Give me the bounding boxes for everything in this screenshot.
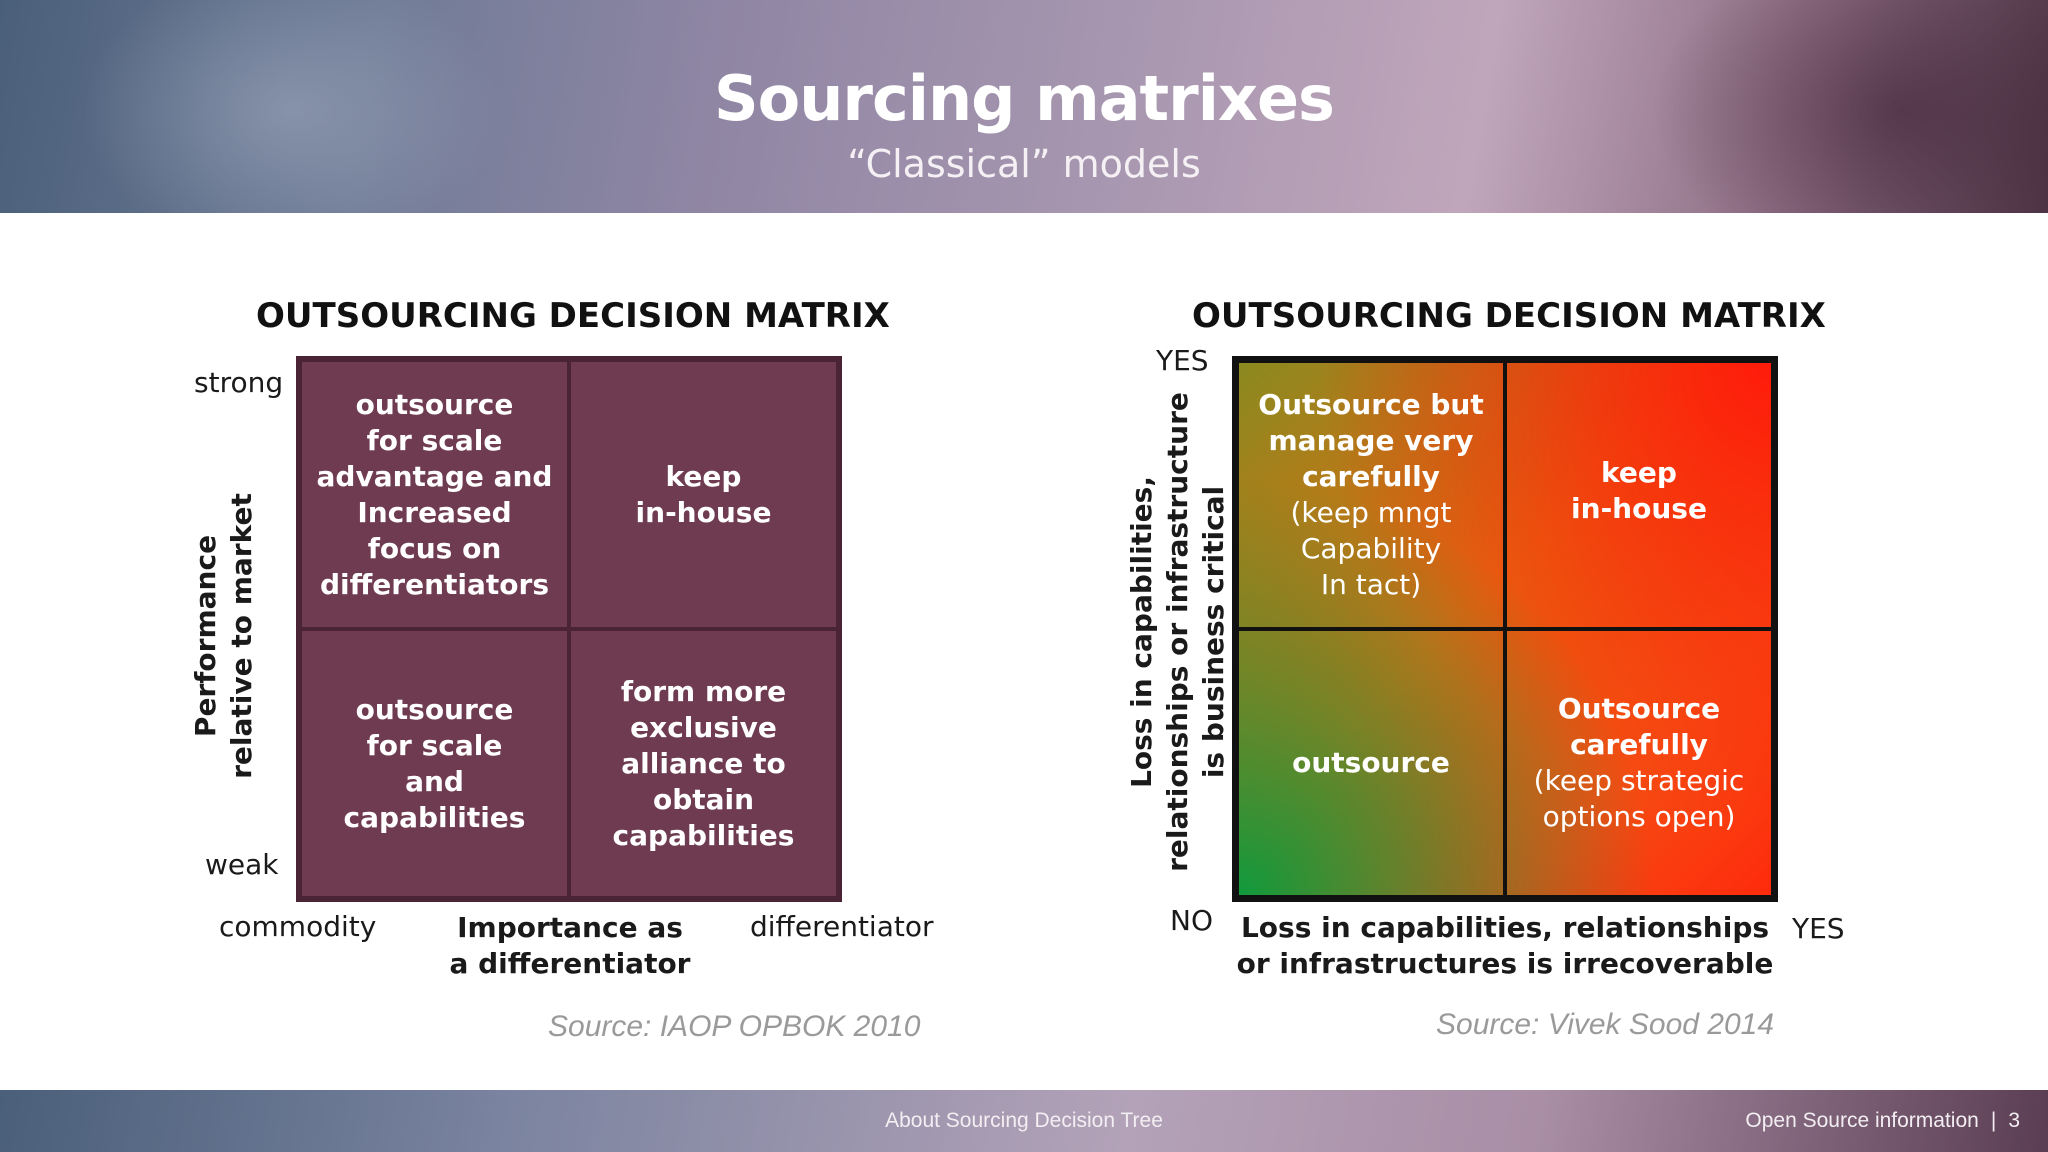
cell-text-line: in-house	[635, 495, 772, 529]
header-banner	[0, 0, 2048, 213]
left-y-top-label: strong	[194, 366, 284, 399]
left-source-note: Source: IAOP OPBOK 2010	[548, 1010, 921, 1043]
right-y-axis-line3: is business critical	[1197, 485, 1230, 779]
cell-text-line: and	[405, 764, 464, 798]
footer-info: Open Source information | 3	[1745, 1109, 2020, 1133]
cell-text-line: capabilities	[343, 800, 526, 834]
right-cell-top-right: keep in-house	[1505, 361, 1773, 629]
cell-text-line: keep	[1601, 456, 1677, 489]
cell-text-line: exclusive	[630, 710, 777, 744]
right-source-note: Source: Vivek Sood 2014	[1436, 1008, 1775, 1041]
footer-separator: |	[1990, 1109, 1997, 1132]
right-x-right-label: YES	[1792, 912, 1845, 945]
cell-text-line: (keep mngt	[1290, 496, 1452, 529]
left-cell-bottom-right: form more exclusive alliance to obtain c…	[569, 629, 838, 898]
cell-text-line: alliance to	[621, 746, 786, 780]
footer-bar	[0, 1090, 2048, 1152]
left-cell-bottom-left: outsource for scale and capabilities	[300, 629, 569, 898]
left-decision-matrix: outsource for scale advantage and Increa…	[296, 356, 842, 902]
footer-title: About Sourcing Decision Tree	[885, 1109, 1163, 1132]
cell-text-line: carefully	[1570, 728, 1708, 761]
cell-text-line: focus on	[367, 531, 502, 565]
left-cell-top-left: outsource for scale advantage and Increa…	[300, 360, 569, 629]
cell-text-line: Outsource	[1557, 692, 1721, 725]
right-y-top-label: YES	[1156, 344, 1209, 377]
left-x-axis-line2: a differentiator	[449, 947, 691, 980]
footer-source-label: Open Source information	[1745, 1109, 1979, 1132]
cell-text-line: carefully	[1302, 460, 1440, 493]
cell-text-line: differentiators	[319, 567, 549, 601]
right-x-axis-label: Loss in capabilities, relationships or i…	[1230, 910, 1780, 982]
header-shade	[80, 0, 500, 213]
right-cell-bottom-right: Outsource carefully (keep strategic opti…	[1505, 629, 1773, 897]
right-y-axis-line1: Loss in capabilities,	[1125, 476, 1158, 788]
cell-text-line: Increased	[357, 495, 512, 529]
left-cell-top-right: keep in-house	[569, 360, 838, 629]
slide-subtitle: “Classical” models	[847, 142, 1201, 186]
cell-text-line: for scale	[366, 423, 503, 457]
cell-text-line: form more	[620, 674, 787, 708]
left-x-axis-label: Importance as a differentiator	[420, 910, 720, 982]
cell-text-line: keep	[665, 459, 742, 493]
right-matrix-title: OUTSOURCING DECISION MATRIX	[1192, 296, 1826, 336]
right-cell-bottom-left: outsource	[1237, 629, 1505, 897]
right-cell-top-left: Outsource but manage very carefully (kee…	[1237, 361, 1505, 629]
cell-text-line: advantage and	[316, 459, 553, 493]
slide-title: Sourcing matrixes	[714, 62, 1335, 135]
cell-text-line: in-house	[1571, 492, 1707, 525]
left-x-axis-line1: Importance as	[457, 911, 683, 944]
cell-text-line: capabilities	[612, 818, 795, 852]
right-x-axis-line2: or infrastructures is irrecoverable	[1236, 947, 1774, 980]
header-shade	[1650, 0, 2048, 213]
cell-text-line: manage very	[1268, 424, 1474, 457]
cell-text-line: outsource	[1292, 746, 1450, 779]
cell-text-line: outsource	[355, 692, 514, 726]
left-y-axis-label: Performance relative to market	[188, 416, 260, 856]
right-x-axis-line1: Loss in capabilities, relationships	[1240, 911, 1770, 944]
cell-text-line: (keep strategic	[1533, 764, 1745, 797]
right-decision-matrix: Outsource but manage very carefully (kee…	[1232, 356, 1778, 902]
left-x-left-label: commodity	[219, 910, 377, 943]
cell-text-line: In tact)	[1320, 568, 1422, 601]
cell-text-line: Outsource but	[1258, 388, 1484, 421]
left-y-axis-line2: relative to market	[225, 493, 258, 779]
left-y-axis-line1: Performance	[189, 534, 222, 738]
cell-text-line: obtain	[652, 782, 755, 816]
page-number: 3	[2008, 1109, 2020, 1132]
right-y-axis-label: Loss in capabilities, relationships or i…	[1124, 382, 1232, 882]
right-x-origin-label: NO	[1170, 904, 1213, 937]
cell-text-line: outsource	[355, 387, 514, 421]
cell-text-line: options open)	[1542, 800, 1736, 833]
cell-text-line: for scale	[366, 728, 503, 762]
right-y-axis-line2: relationships or infrastructure	[1161, 392, 1194, 872]
left-y-bottom-label: weak	[205, 848, 279, 881]
left-matrix-title: OUTSOURCING DECISION MATRIX	[256, 296, 890, 336]
cell-text-line: Capability	[1300, 532, 1442, 565]
left-x-right-label: differentiator	[750, 910, 934, 943]
